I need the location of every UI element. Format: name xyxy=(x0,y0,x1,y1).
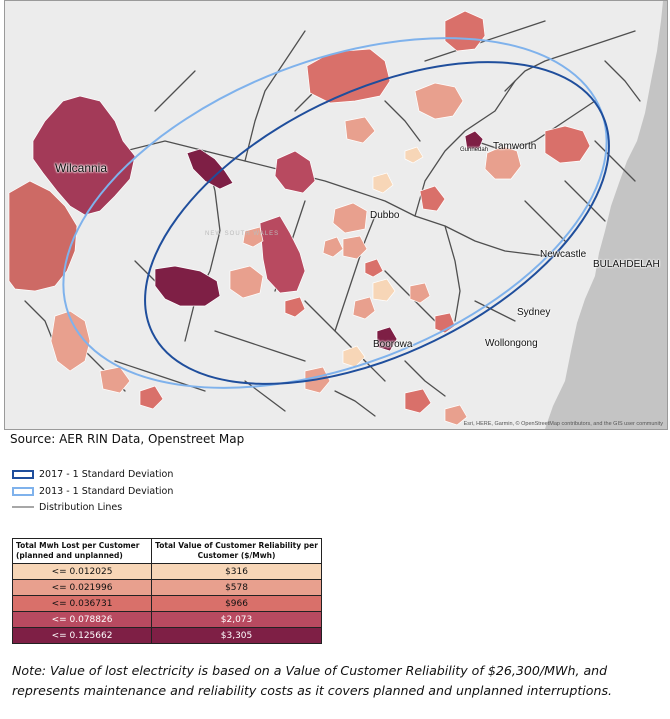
bathurst-area xyxy=(372,278,396,302)
legend-2013: 2013 - 1 Standard Deviation xyxy=(12,484,173,498)
dubbo-area xyxy=(332,202,368,234)
place-wilcannia: Wilcannia xyxy=(55,161,108,175)
mid-6-area xyxy=(409,282,431,304)
map-attribution: Esri, HERE, Garmin, © OpenStreetMap cont… xyxy=(463,421,663,427)
north-inland-area xyxy=(414,82,464,120)
place-newcastle: Newcastle xyxy=(540,249,587,260)
service-areas xyxy=(8,10,591,426)
table-header-mwh: Total Mwh Lost per Customer (planned and… xyxy=(11,538,153,564)
place-gunnedah: Gunnedah xyxy=(460,147,489,153)
place-wollongong: Wollongong xyxy=(485,338,538,349)
east-central-area xyxy=(419,185,446,212)
sea-area xyxy=(545,1,667,429)
central-west-area xyxy=(154,265,221,307)
central-north-area xyxy=(274,150,316,194)
table-row: <= 0.125662 $3,305 xyxy=(11,627,322,644)
place-bulahdelah: BULAHDELAH xyxy=(593,259,660,270)
mid-9-area xyxy=(404,146,424,164)
legend-2017-label: 2017 - 1 Standard Deviation xyxy=(39,468,174,480)
western-area xyxy=(186,148,234,190)
source-caption: Source: AER RIN Data, Openstreet Map xyxy=(10,432,245,446)
mid-1-area xyxy=(344,116,376,144)
south-5-area xyxy=(444,404,468,426)
legend-distribution-label: Distribution Lines xyxy=(39,501,123,513)
table-row: <= 0.036731 $966 xyxy=(11,595,322,612)
place-tamworth: Tamworth xyxy=(493,141,537,152)
south-1-area xyxy=(99,366,131,394)
mid-8-area xyxy=(242,226,264,248)
north-east-area xyxy=(444,10,486,52)
legend-distribution: Distribution Lines xyxy=(12,500,122,514)
footnote: Note: Value of lost electricity is based… xyxy=(12,663,613,698)
table-threshold-cell: <= 0.012025 xyxy=(11,563,153,580)
mid-10-area xyxy=(364,258,384,278)
mid-5-area xyxy=(352,296,376,320)
legend-distribution-swatch xyxy=(12,506,34,508)
legend-2013-swatch xyxy=(12,486,34,496)
legend-2017-swatch xyxy=(12,469,34,479)
table-row: <= 0.012025 $316 xyxy=(11,563,322,580)
boorowa-area xyxy=(376,326,398,352)
place-boorowa: Boorowa xyxy=(373,339,413,350)
orange-area xyxy=(342,235,368,260)
gunnedah-area xyxy=(464,130,484,150)
wilcannia-area xyxy=(32,95,136,216)
table-header-value: Total Value of Customer Reliability per … xyxy=(151,538,322,564)
table-threshold-cell: <= 0.036731 xyxy=(11,595,153,612)
central-large-area xyxy=(259,215,306,294)
place-dubbo: Dubbo xyxy=(370,210,400,221)
value-table: Total Mwh Lost per Customer (planned and… xyxy=(11,538,322,644)
table-row: <= 0.078826 $2,073 xyxy=(11,611,322,628)
southwest-area xyxy=(50,310,91,372)
canberra-area xyxy=(342,345,366,368)
table-value-cell: $2,073 xyxy=(151,611,322,628)
cobar-area xyxy=(229,265,264,299)
coast-north-area xyxy=(544,125,591,164)
tamworth-area xyxy=(484,145,522,180)
map: NEW SOUTH WALES Wilcannia Tamworth Gunne… xyxy=(4,0,668,430)
map-canvas xyxy=(8,1,667,429)
mid-2-area xyxy=(372,172,394,194)
table-value-cell: $578 xyxy=(151,579,322,596)
table-threshold-cell: <= 0.021996 xyxy=(11,579,153,596)
table-threshold-cell: <= 0.125662 xyxy=(11,627,153,644)
mid-4-area xyxy=(284,296,306,318)
far-west-area xyxy=(8,180,78,292)
legend-2013-label: 2013 - 1 Standard Deviation xyxy=(39,485,174,497)
table-row: <= 0.021996 $578 xyxy=(11,579,322,596)
table-value-cell: $3,305 xyxy=(151,627,322,644)
table-value-cell: $966 xyxy=(151,595,322,612)
place-sydney: Sydney xyxy=(517,307,551,318)
mid-3-area xyxy=(322,236,344,258)
legend-2017: 2017 - 1 Standard Deviation xyxy=(12,467,173,481)
table-threshold-cell: <= 0.078826 xyxy=(11,611,153,628)
region-label: NEW SOUTH WALES xyxy=(205,231,280,237)
south-2-area xyxy=(139,385,164,410)
south-4-area xyxy=(404,388,432,414)
ellipse-2017 xyxy=(144,61,610,385)
table-value-cell: $316 xyxy=(151,563,322,580)
